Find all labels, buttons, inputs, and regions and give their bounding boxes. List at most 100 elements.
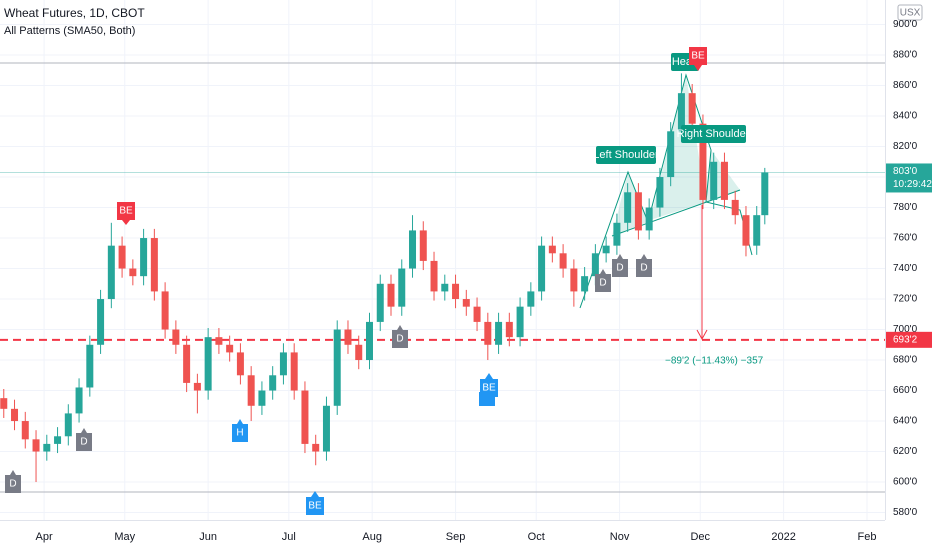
candle-body xyxy=(667,131,675,178)
measure-arrow xyxy=(696,329,708,341)
candle-body xyxy=(11,408,19,422)
candle-body xyxy=(32,439,40,452)
candle-body xyxy=(645,207,653,231)
candle-body xyxy=(279,352,287,376)
candle-body xyxy=(634,192,642,231)
levels xyxy=(0,62,885,493)
marker-label: D xyxy=(599,278,606,289)
candle-body xyxy=(495,321,503,345)
candle-body xyxy=(215,337,223,345)
candle-body xyxy=(269,375,277,391)
candle-body xyxy=(365,321,373,361)
marker-label: D xyxy=(80,437,87,448)
x-tick-label: Nov xyxy=(610,531,630,543)
marker-label: BE xyxy=(119,206,133,217)
candle-body xyxy=(398,268,406,307)
chart-title: Wheat Futures, 1D, CBOT xyxy=(4,6,145,20)
pattern-text: Left Shoulder xyxy=(593,149,659,161)
unit-box[interactable] xyxy=(897,4,923,21)
pattern-label: Right Shoulder xyxy=(677,125,750,143)
candle-body xyxy=(710,161,718,200)
candle-body xyxy=(204,337,212,391)
marker: BE xyxy=(117,202,135,225)
y-tick-label: 880'0 xyxy=(893,50,918,61)
target-label: 693'2 xyxy=(893,334,918,345)
y-tick-label: 680'0 xyxy=(893,355,918,366)
candle-body xyxy=(247,375,255,406)
candle-body xyxy=(193,382,201,391)
candle-body xyxy=(333,329,341,406)
candle-body xyxy=(301,390,309,444)
candle-body xyxy=(720,161,728,200)
candle-body xyxy=(473,306,481,322)
candle-body xyxy=(0,398,8,409)
target-box xyxy=(886,331,932,348)
y-tick-label: 720'0 xyxy=(893,294,918,305)
candle-body xyxy=(236,352,244,376)
candle-body xyxy=(699,123,707,200)
candle-body xyxy=(527,291,535,307)
x-tick-label: Jul xyxy=(282,531,296,543)
candle-body xyxy=(419,230,427,261)
candle-body xyxy=(624,192,632,223)
candle-body xyxy=(505,321,513,338)
candle-body xyxy=(312,443,320,452)
marker-label: D xyxy=(616,263,623,274)
neckline xyxy=(611,189,741,237)
y-tick-label: 640'0 xyxy=(893,416,918,427)
marker: D xyxy=(76,428,92,451)
candle-body xyxy=(75,387,83,414)
markers: D D BE H BE D BE D D D Head BE Left Shou… xyxy=(5,47,750,515)
candle-body xyxy=(559,253,567,269)
candle-body xyxy=(548,245,556,254)
candle-body xyxy=(54,436,62,444)
candle-body xyxy=(226,344,234,353)
candle-body xyxy=(355,344,363,361)
candles xyxy=(0,73,769,483)
marker-label: BE xyxy=(308,501,322,512)
x-tick-label: Apr xyxy=(36,531,53,543)
candle-body xyxy=(581,276,589,292)
y-tick-label: 620'0 xyxy=(893,446,918,457)
marker-label: D xyxy=(396,334,403,345)
candle-body xyxy=(688,93,696,124)
candle-body xyxy=(64,413,72,437)
candle-body xyxy=(97,299,105,345)
y-tick-label: 840'0 xyxy=(893,111,918,122)
y-tick-label: 820'0 xyxy=(893,141,918,152)
marker: D xyxy=(636,254,652,277)
last-price-box xyxy=(886,163,932,193)
candle-body xyxy=(538,245,546,292)
countdown: 10:29:42 xyxy=(893,179,932,190)
candle-body xyxy=(376,283,384,322)
marker: H xyxy=(232,419,248,442)
x-tick-label: May xyxy=(114,531,135,543)
y-tick-label: 600'0 xyxy=(893,477,918,488)
marker: D xyxy=(392,325,408,348)
candle-body xyxy=(677,93,685,132)
candle-body xyxy=(430,260,438,292)
candle-body xyxy=(344,329,352,345)
candle-body xyxy=(107,245,115,300)
candle-body xyxy=(761,172,769,216)
candle-body xyxy=(484,321,492,345)
pattern-text: Right Shoulder xyxy=(677,128,750,140)
candle-body xyxy=(118,245,126,269)
measure-text: −89'2 (−11.43%) −357 xyxy=(665,356,764,367)
candle-body xyxy=(183,344,191,383)
candle-body xyxy=(140,238,148,277)
candle-body xyxy=(290,352,298,391)
candle-body xyxy=(462,299,470,307)
unit: USX xyxy=(900,8,921,19)
candle-body xyxy=(86,344,94,388)
candle-body xyxy=(21,421,29,440)
pattern-label: Left Shoulder xyxy=(593,146,659,164)
candle-body xyxy=(129,268,137,277)
y-tick-label: 760'0 xyxy=(893,233,918,244)
y-tick-label: 580'0 xyxy=(893,507,918,518)
candle-body xyxy=(258,390,266,406)
marker-label: D xyxy=(9,479,16,490)
marker-label: BE xyxy=(482,383,496,394)
